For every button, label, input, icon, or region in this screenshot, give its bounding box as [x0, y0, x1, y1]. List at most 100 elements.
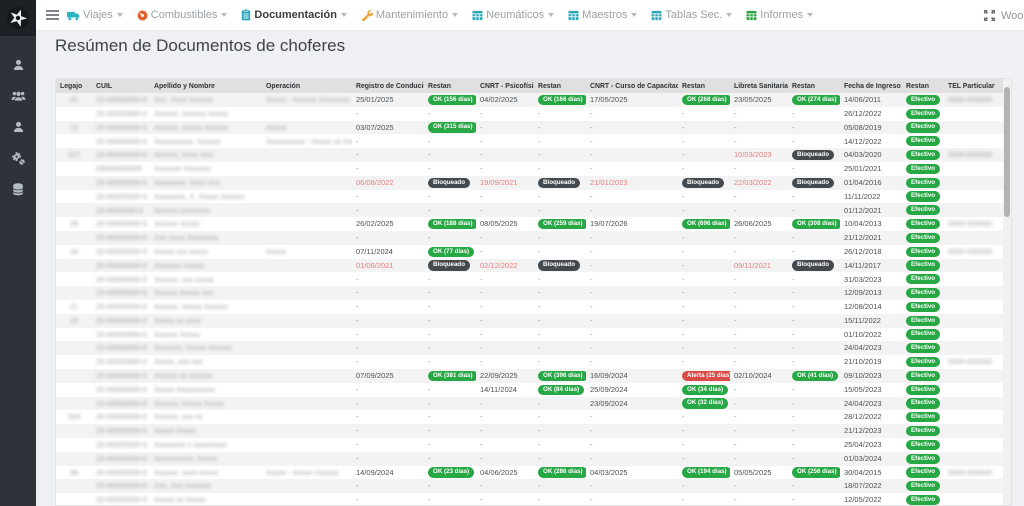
cell-operacion [262, 341, 352, 355]
documents-table: Legajo CUIL Apellido y Nombre Operación Regi… [56, 79, 1004, 505]
column-header-libreta-sanitaria-10: Libreta Sanitaria [730, 79, 788, 93]
nav-item-documentacion[interactable]: Documentación [241, 9, 347, 21]
cell-legajo [56, 369, 92, 383]
cell-operacion: Xxxxxxxxxx - Xxxxx xx Xxxxxxx [262, 134, 352, 148]
table-row[interactable]: 20-00000000-0 Xxxxxx Xxxxx - - - - - - - - 01/10/2… [56, 327, 1004, 342]
cell-libreta-sanitaria-restan: - [792, 343, 795, 353]
gears-icon [11, 151, 25, 165]
table-row[interactable]: 107 20-00000000-0 Xxxxxx, Xxxx Xxx - - - - - - 10… [56, 148, 1004, 162]
cell-registro-conducir: - [356, 329, 359, 339]
sidebar-item-database-icon[interactable] [10, 182, 26, 196]
table-row[interactable]: 20-00000000-0 Xxxxxxxxxx, Xxxxxx Xxxxxxxxx… [56, 134, 1004, 149]
cell-cnrt-psicofisico-restan: - [538, 246, 541, 256]
cell-legajo [56, 176, 92, 190]
cell-cnrt-psicofisico-restan: - [538, 205, 541, 215]
cell-ingreso-restan: Efectivo [902, 300, 944, 314]
status-badge-ok: Efectivo [906, 177, 941, 188]
nav-item-maestros[interactable]: Maestros [568, 9, 638, 21]
table-row[interactable]: 20-00000000-0 Xxxxx xx Xxxxx - - - - - - - - 12/05… [56, 493, 1004, 505]
cell-registro-conducir-restan: - [428, 108, 431, 118]
cell-tel-particular [944, 203, 1004, 217]
cell-libreta-sanitaria-restan: - [792, 108, 795, 118]
cell-cnrt-curso-capacitacion-restan: - [682, 302, 685, 312]
fullscreen-icon[interactable] [984, 10, 995, 21]
cell-fecha-ingreso: 12/05/2022 [844, 495, 882, 505]
table-row[interactable]: 25 20-00000000-0 Xxxxx xx xxxx - - - - - - - - 15/1… [56, 313, 1004, 328]
table-row[interactable]: 34 20-00000000-0 Xxxxx xxx xxxxx Xxxxx 07/11… [56, 244, 1004, 259]
table-row[interactable]: 303 20-00000000-0 Xxxxxx, xxx xx - - - - - - - - 28… [56, 410, 1004, 425]
table-scrollbar-thumb[interactable] [1004, 87, 1010, 217]
nav-item-neumaticos[interactable]: Neumáticos [472, 9, 555, 21]
table-row[interactable]: 20-00000000-0 Xxxxxxxx, X. Xxxxx Xxxxxx - -… [56, 189, 1004, 204]
cell-cnrt-psicofisico-restan: OK (259 días) [534, 217, 586, 231]
table-row[interactable]: 00000000000 Xxxxxxx Xxxxxxx - - - - - - - - 25/01/… [56, 161, 1004, 176]
table-row[interactable]: 20-00000000-0 Xxxxxxx Xxxxx 01/08/2021 Bloq… [56, 258, 1004, 273]
cell-cnrt-curso-capacitacion-restan: - [682, 205, 685, 215]
cell-fecha-ingreso: 01/12/2021 [844, 205, 882, 215]
cell-libreta-sanitaria-restan: - [792, 136, 795, 146]
cell-cnrt-curso-capacitacion: - [590, 412, 593, 422]
legajo-value: 25 [69, 315, 79, 325]
cell-libreta-sanitaria-restan: - [792, 384, 795, 394]
cell-registro-conducir-restan: Bloqueado [424, 176, 476, 190]
table-row[interactable]: 21 20-00000000-0 Xxxxxx, Xxxxx Xxxxxx - - - - -… [56, 299, 1004, 314]
table-row[interactable]: 20-00000000-0 Xxx Xxxx Xxxxxxxx - - - - - - - - 21… [56, 230, 1004, 245]
cell-tel-particular: 0000-000000 [944, 93, 1004, 107]
cuil-value: 20-00000000-0 [96, 329, 147, 339]
table-row[interactable]: 20-00000000-0 Xxxxx Xxxxx - - - - - - - - 21/12/20… [56, 424, 1004, 438]
table-row[interactable]: 20-00000000-0 Xxxxxx, xxx xxxxx - - - - - - - - 31… [56, 272, 1004, 287]
cell-nombre: Xxxxxxx, Xxxxx Xxxxxx [150, 341, 262, 355]
star-logo-icon [7, 7, 29, 29]
cell-tel-particular [944, 190, 1004, 204]
table-row[interactable]: 20-00000000-0 Xxxxxxxx x xxxxxxxxx - - - - - - -… [56, 437, 1004, 452]
nombre-value: Xxxxx Xxxxx [154, 426, 197, 436]
cell-libreta-sanitaria-restan: - [792, 453, 795, 463]
cell-ingreso-restan: Efectivo [902, 272, 944, 286]
sidebar-item-user-icon[interactable] [10, 58, 26, 72]
nav-item-mantenimiento[interactable]: Mantenimiento [361, 9, 459, 21]
table-row[interactable]: 20-00000000-0 Xxxxxxxxxx, Xxxxx - - - - - - - - 01… [56, 451, 1004, 466]
table-row[interactable]: 20-00000000-0 Xxx, Xxx xxxxxxx - - - - - - - - 18/… [56, 479, 1004, 494]
user-menu[interactable]: Woopi [1001, 9, 1024, 22]
table-row[interactable]: 28 20-00000000-0 Xxxxxx Xxxxx 26/02/2025 OK … [56, 217, 1004, 231]
cell-ingreso-restan: Efectivo [902, 493, 944, 505]
cell-legajo [56, 231, 92, 245]
status-badge-ok: OK (396 días) [538, 370, 586, 381]
table-row[interactable]: 20-00000000-0 Xxxxxx xx xxxxxx 07/09/2025 O… [56, 368, 1004, 383]
sidebar-item-users-group-icon[interactable] [10, 89, 26, 103]
cell-fecha-ingreso: 18/07/2022 [844, 481, 882, 491]
cell-tel-particular [944, 397, 1004, 411]
cell-registro-conducir-restan: - [428, 205, 431, 215]
table-row[interactable]: 20-00000000-0 Xxxxx Xxxxxxxxxx - - 14/11/202… [56, 382, 1004, 397]
table-row[interactable]: 20-00000000-0 Xxxxx, xxx xxx - - - - - - - - 21/10… [56, 355, 1004, 369]
cell-cnrt-psicofisico: - [480, 453, 483, 463]
table-row[interactable]: 20-0000000-0 Xxxxxx xxxxxxxx - - - - - - - - 01/12… [56, 203, 1004, 218]
nav-item-label: Documentación [254, 8, 337, 21]
nav-item-tablas-sec[interactable]: Tablas Sec. [651, 9, 733, 21]
status-badge-ok: Efectivo [906, 384, 941, 395]
cell-libreta-sanitaria-restan: - [792, 412, 795, 422]
table-row[interactable]: 20-00000000-0 Xxxxxx, Xxxxx Xxxxx - - - - 23/0… [56, 396, 1004, 411]
cell-ingreso-restan: Efectivo [902, 479, 944, 493]
cell-nombre: Xxxxxxxxxx, Xxxxx [150, 452, 262, 466]
cell-ingreso-restan: Efectivo [902, 162, 944, 176]
table-row[interactable]: 20-00000000-0 Xxxxxxx, Xxxxx Xxxxxx - - - - - -… [56, 341, 1004, 356]
sidebar-item-gears-icon[interactable] [10, 151, 26, 165]
app-logo[interactable] [0, 0, 36, 36]
table-row[interactable]: 20-00000000-0 Xxxxxx, Xxxxxx Xxxxx - - - - - - -… [56, 106, 1004, 121]
column-header-legajo-0: Legajo [56, 79, 92, 93]
cell-fecha-ingreso: 21/12/2021 [844, 233, 882, 243]
nav-item-label: Combustibles [150, 8, 218, 21]
sidebar-item-driver-icon[interactable] [10, 120, 26, 134]
table-row[interactable]: 20-00000000-0 Xxxxxx Xxxxx xxx - - - - - - - - 12/… [56, 286, 1004, 300]
nav-item-informes[interactable]: Informes [746, 9, 814, 21]
table-row[interactable]: 38 20-00000000-0 Xxxxxx, xxxx xxxxx Xxxxx -… [56, 465, 1004, 480]
cell-fecha-ingreso: 31/03/2023 [844, 274, 882, 284]
table-row[interactable]: 20-00000000-0 Xxxxxxxx, Xxxx Xxx 06/08/202… [56, 175, 1004, 190]
nav-item-combustibles[interactable]: Combustibles [137, 8, 228, 21]
nav-item-viajes[interactable]: Viajes [67, 9, 123, 21]
hamburger-menu-icon[interactable] [43, 6, 61, 24]
table-row[interactable]: 31 20-00000000-0 Xxx, Xxxx Xxxxxx Xxxxx - X… [56, 93, 1004, 107]
cell-registro-conducir: - [356, 274, 359, 284]
table-row[interactable]: 72 20-00000000-0 Xxxxxx, Xxxxx Xxxxxx Xxxxx… [56, 120, 1004, 135]
